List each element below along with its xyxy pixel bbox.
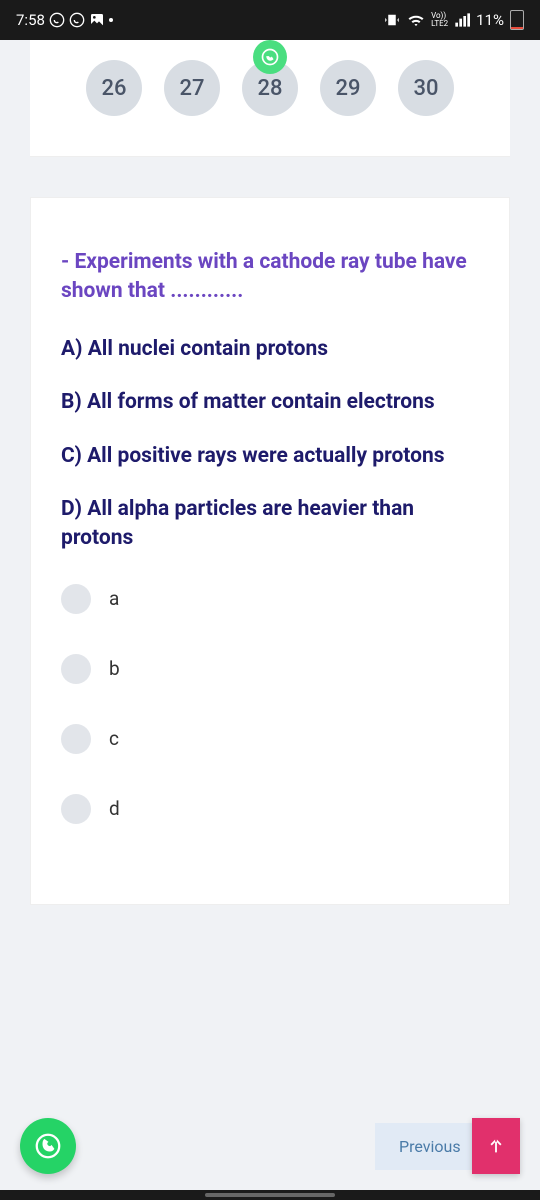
question-pill-30[interactable]: 30 — [398, 60, 454, 116]
whatsapp-icon — [33, 1131, 63, 1161]
vibrate-icon — [383, 11, 401, 29]
question-nav-container: 26 27 28 29 30 — [30, 40, 510, 157]
whatsapp-status-icon — [49, 12, 65, 28]
pill-label: 26 — [101, 76, 126, 101]
scroll-top-button[interactable] — [472, 1118, 520, 1174]
question-prompt: - Experiments with a cathode ray tube ha… — [61, 248, 479, 307]
radio-icon — [61, 724, 91, 754]
question-statement-b: B) All forms of matter contain electrons — [61, 388, 479, 417]
system-nav-bar — [0, 1190, 540, 1200]
network-label: LTE2 — [431, 20, 448, 28]
question-pill-29[interactable]: 29 — [320, 60, 376, 116]
status-left: 7:58 — [16, 11, 113, 29]
notification-dot-icon — [109, 18, 113, 22]
answer-choice-d[interactable]: d — [61, 794, 479, 824]
radio-icon — [61, 584, 91, 614]
question-pill-28[interactable]: 28 — [242, 60, 298, 116]
battery-icon — [510, 10, 524, 30]
whatsapp-status-icon-2 — [69, 12, 85, 28]
pill-label: 29 — [335, 76, 360, 101]
wifi-icon — [407, 11, 425, 29]
battery-fill — [511, 27, 523, 29]
choice-label: d — [109, 797, 120, 820]
pill-label: 27 — [179, 76, 204, 101]
pill-label: 28 — [257, 76, 282, 101]
battery-percent: 11% — [476, 11, 504, 29]
radio-icon — [61, 794, 91, 824]
signal-icon — [454, 12, 470, 28]
image-status-icon — [89, 12, 105, 28]
nav-indicator[interactable] — [205, 1193, 335, 1197]
status-time: 7:58 — [16, 11, 45, 29]
status-right: Vo)) LTE2 11% — [383, 10, 524, 30]
choice-label: c — [109, 727, 119, 750]
bottom-controls: Previous N — [20, 1118, 520, 1174]
choice-label: a — [109, 587, 119, 610]
question-nav-pills: 26 27 28 29 30 — [30, 60, 510, 116]
whatsapp-fab-button[interactable] — [20, 1118, 76, 1174]
whatsapp-badge-icon[interactable] — [253, 40, 287, 74]
content-area: 26 27 28 29 30 - Experiments with a cath… — [0, 40, 540, 1190]
choice-label: b — [109, 657, 120, 680]
previous-button[interactable]: Previous — [375, 1123, 485, 1170]
radio-icon — [61, 654, 91, 684]
answer-choice-b[interactable]: b — [61, 654, 479, 684]
answer-choice-c[interactable]: c — [61, 724, 479, 754]
question-pill-27[interactable]: 27 — [164, 60, 220, 116]
pill-label: 30 — [413, 76, 438, 101]
status-bar: 7:58 Vo)) LTE2 11% — [0, 0, 540, 40]
question-statement-c: C) All positive rays were actually proto… — [61, 442, 479, 471]
arrow-up-icon — [485, 1135, 507, 1157]
question-statement-a: A) All nuclei contain protons — [61, 335, 479, 364]
network-info: Vo)) LTE2 — [431, 12, 448, 28]
answer-options: a b c d — [61, 584, 479, 824]
answer-choice-a[interactable]: a — [61, 584, 479, 614]
question-card: - Experiments with a cathode ray tube ha… — [30, 197, 510, 905]
question-statement-d: D) All alpha particles are heavier than … — [61, 495, 479, 554]
question-pill-26[interactable]: 26 — [86, 60, 142, 116]
